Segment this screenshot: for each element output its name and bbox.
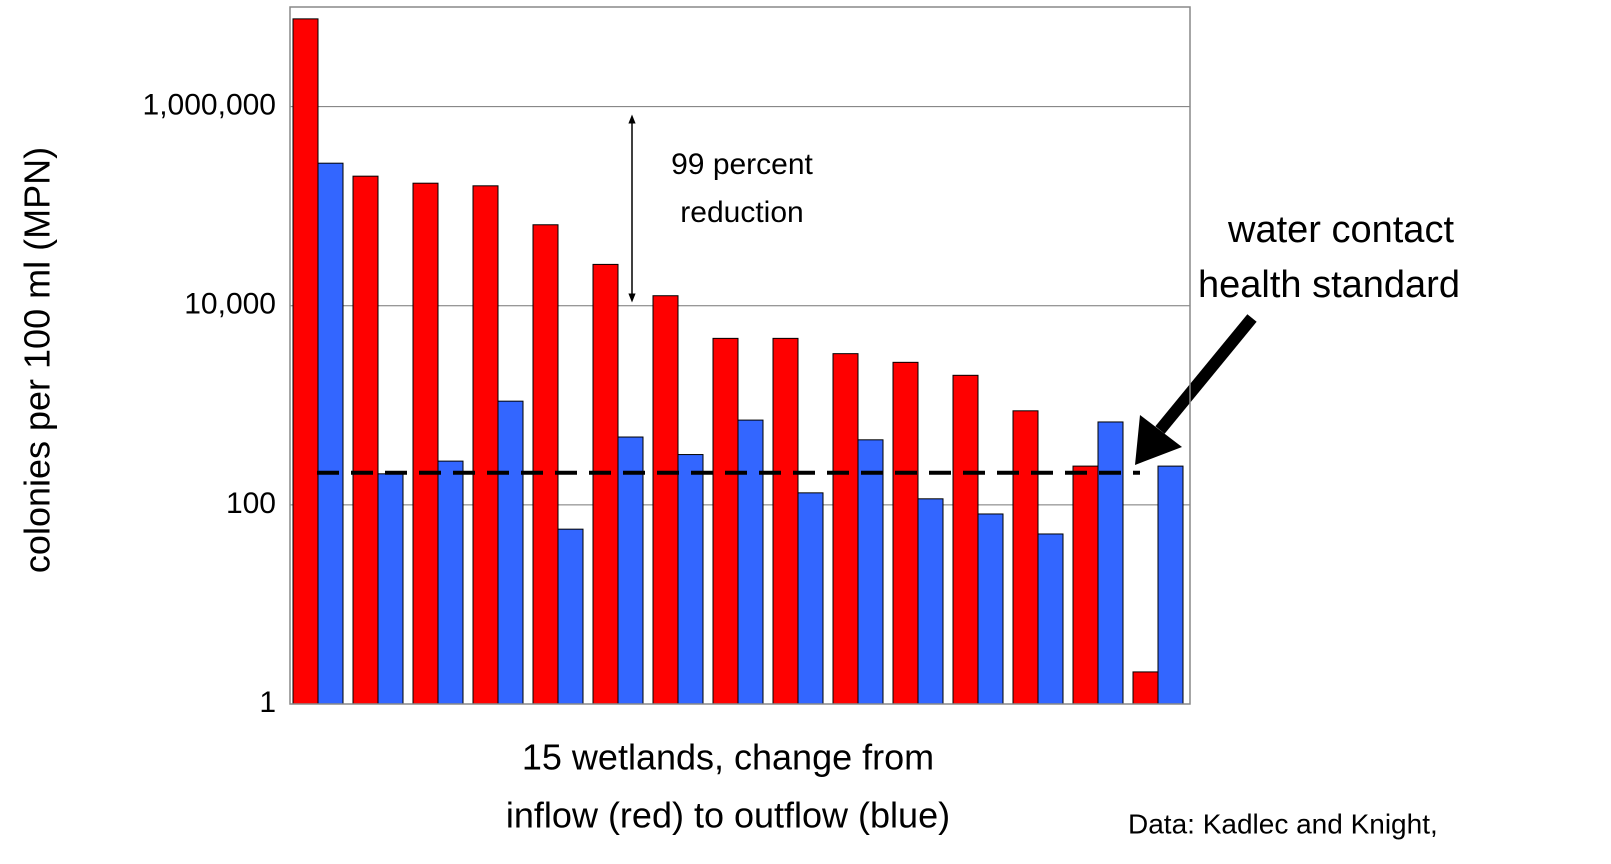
bar [592,263,619,705]
bar [977,513,1004,705]
bar [617,436,644,705]
x-axis-label: 15 wetlands, change from [522,737,934,778]
y-tick-label: 1 [259,686,276,719]
bar [1097,421,1124,705]
y-tick-label: 10,000 [184,288,276,321]
annotation: water contact [1227,209,1454,251]
bar [1132,671,1159,705]
bar [317,162,344,705]
bar [857,439,884,705]
bar [1072,465,1099,705]
bar [737,419,764,705]
bar [832,353,859,705]
y-axis-label: colonies per 100 ml (MPN) [17,147,58,573]
bar [292,18,319,705]
y-tick-label: 1,000,000 [143,88,276,121]
bar [892,361,919,705]
bar [352,175,379,705]
bar [1157,465,1184,705]
standard-arrowhead [1135,415,1182,465]
plot-border [289,6,1191,705]
bar [772,337,799,705]
bar [952,374,979,705]
bar [797,492,824,705]
x-axis-label: inflow (red) to outflow (blue) [506,795,950,836]
bar [917,498,944,705]
bar [557,528,584,705]
source: Data: Kadlec and Knight, [1128,808,1438,839]
bar [1012,410,1039,705]
bar [377,473,404,705]
annotation: health standard [1198,264,1460,306]
annotation: 99 percent [671,148,813,181]
bar [437,460,464,705]
bar [712,337,739,705]
annotation: reduction [680,196,803,229]
bar [497,400,524,705]
bar [1037,533,1064,705]
bar [412,182,439,705]
bar [677,454,704,705]
bar [652,295,679,705]
bar [532,224,559,705]
standard-arrow [1155,314,1257,434]
y-tick-label: 100 [226,487,276,520]
bar [472,185,499,705]
